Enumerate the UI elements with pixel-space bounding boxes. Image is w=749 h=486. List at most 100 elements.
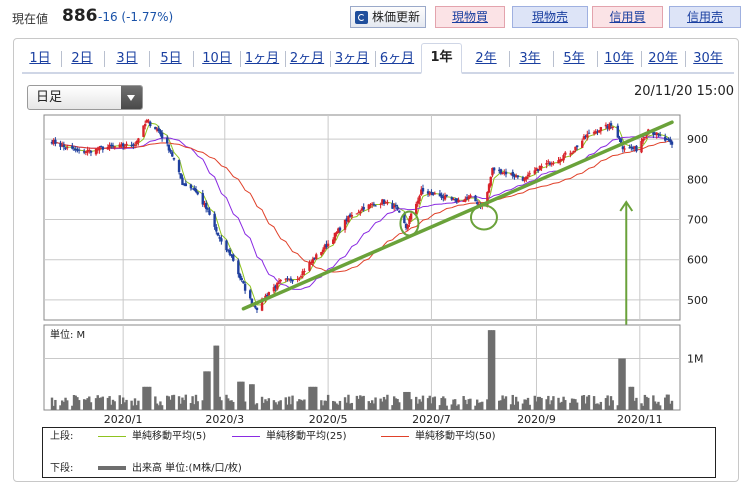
candle-body — [667, 138, 670, 141]
candle-body — [130, 145, 133, 147]
candle-body — [570, 152, 574, 154]
volume-bar — [171, 395, 174, 410]
volume-bar — [82, 399, 86, 410]
volume-bar — [289, 404, 293, 410]
chevron-down-icon — [121, 86, 142, 109]
volume-bar — [155, 403, 159, 410]
volume-bar — [325, 400, 328, 410]
volume-bar — [501, 395, 504, 410]
candle-body — [347, 216, 350, 223]
candle-body — [237, 260, 240, 275]
tab-20y[interactable]: 20年 — [648, 51, 678, 66]
tab-3m[interactable]: 3ヶ月 — [334, 51, 370, 66]
margin-sell-button[interactable]: 信用売 — [669, 6, 741, 28]
volume-bar — [398, 402, 401, 410]
tab-30y[interactable]: 30年 — [693, 51, 723, 66]
candle-body — [592, 132, 596, 134]
tab-10y[interactable]: 10年 — [604, 51, 634, 66]
tab-6m[interactable]: 6ヶ月 — [379, 51, 415, 66]
tab-10d[interactable]: 10日 — [202, 51, 232, 66]
candle-body — [299, 276, 303, 278]
volume-bar — [499, 400, 503, 410]
volume-bar — [230, 400, 233, 410]
candle-body — [137, 138, 140, 143]
volume-bar — [619, 358, 623, 410]
candle-body — [594, 131, 597, 134]
candle-body — [89, 151, 93, 153]
volume-bar — [569, 402, 572, 410]
volume-bar — [606, 395, 609, 410]
volume-bar — [611, 400, 614, 410]
volume-bar — [72, 395, 76, 410]
volume-bar — [462, 396, 465, 410]
volume-bar — [664, 397, 667, 410]
tab-3y[interactable]: 3年 — [519, 51, 541, 66]
refresh-price-button[interactable]: 株価更新 — [350, 6, 426, 28]
candle-body — [320, 252, 323, 255]
tab-2y[interactable]: 2年 — [475, 51, 497, 66]
tab-5y[interactable]: 5年 — [563, 51, 585, 66]
volume-bar — [372, 403, 376, 410]
candle-body — [453, 199, 457, 201]
candle-body — [523, 177, 526, 181]
candle-body — [216, 232, 220, 236]
margin-buy-button[interactable]: 信用買 — [592, 6, 663, 28]
candle-body — [350, 215, 354, 217]
candle-body — [84, 151, 88, 153]
candle-body — [311, 258, 315, 264]
candle-body — [120, 144, 123, 146]
candle-body — [111, 145, 115, 147]
tab-divider — [641, 51, 642, 67]
legend-ma25-label: 単純移動平均(25) — [266, 431, 347, 442]
tab-2m[interactable]: 2ヶ月 — [289, 51, 325, 66]
tab-5d[interactable]: 5日 — [160, 51, 182, 66]
tab-1d[interactable]: 1日 — [29, 51, 51, 66]
candle-period-select[interactable]: 日足 — [27, 85, 143, 110]
legend-ma25: 単純移動平均(25) — [232, 430, 347, 444]
candle-body — [208, 210, 211, 215]
volume-bar — [218, 396, 221, 410]
candle-body — [147, 120, 150, 122]
candle-body — [643, 137, 647, 139]
candle-body — [545, 162, 548, 165]
volume-bar — [60, 400, 64, 410]
volume-bar — [587, 395, 591, 410]
candle-body — [618, 137, 621, 140]
volume-bar — [225, 394, 228, 410]
volume-bar — [125, 399, 128, 410]
volume-bar — [509, 404, 513, 410]
volume-bar — [313, 386, 316, 410]
chart-legend: 上段: 単純移動平均(5) 単純移動平均(25) 単純移動平均(50) 下段: … — [42, 427, 716, 478]
tab-1m[interactable]: 1ヶ月 — [244, 51, 280, 66]
cash-buy-button[interactable]: 現物買 — [435, 6, 505, 28]
candle-body — [284, 278, 287, 280]
volume-bar — [237, 381, 240, 410]
volume-bar — [143, 386, 147, 410]
candle-body — [581, 140, 584, 148]
volume-bar — [409, 399, 413, 410]
candle-body — [572, 150, 575, 153]
tab-2d[interactable]: 2日 — [71, 51, 93, 66]
volume-bar — [642, 405, 645, 410]
candle-body — [62, 145, 66, 147]
candle-body — [633, 146, 636, 149]
volume-bar — [132, 405, 135, 410]
volume-bar — [196, 401, 199, 410]
cash-sell-button[interactable]: 現物売 — [512, 6, 588, 28]
volume-bar — [291, 395, 294, 410]
volume-bar — [216, 345, 220, 410]
support-trendline — [241, 120, 674, 311]
tab-3d[interactable]: 3日 — [116, 51, 138, 66]
volume-bar — [386, 394, 389, 410]
candle-body — [169, 149, 172, 152]
candle-body — [658, 135, 662, 137]
volume-bar — [135, 405, 138, 410]
candle-body — [149, 121, 152, 127]
candle-body — [172, 157, 176, 160]
candle-body — [106, 147, 110, 150]
volume-bar — [545, 399, 548, 410]
volume-bar — [513, 404, 516, 410]
tab-1y[interactable]: 1年 — [421, 43, 462, 74]
candle-body — [558, 159, 562, 162]
candle-body — [332, 239, 335, 244]
